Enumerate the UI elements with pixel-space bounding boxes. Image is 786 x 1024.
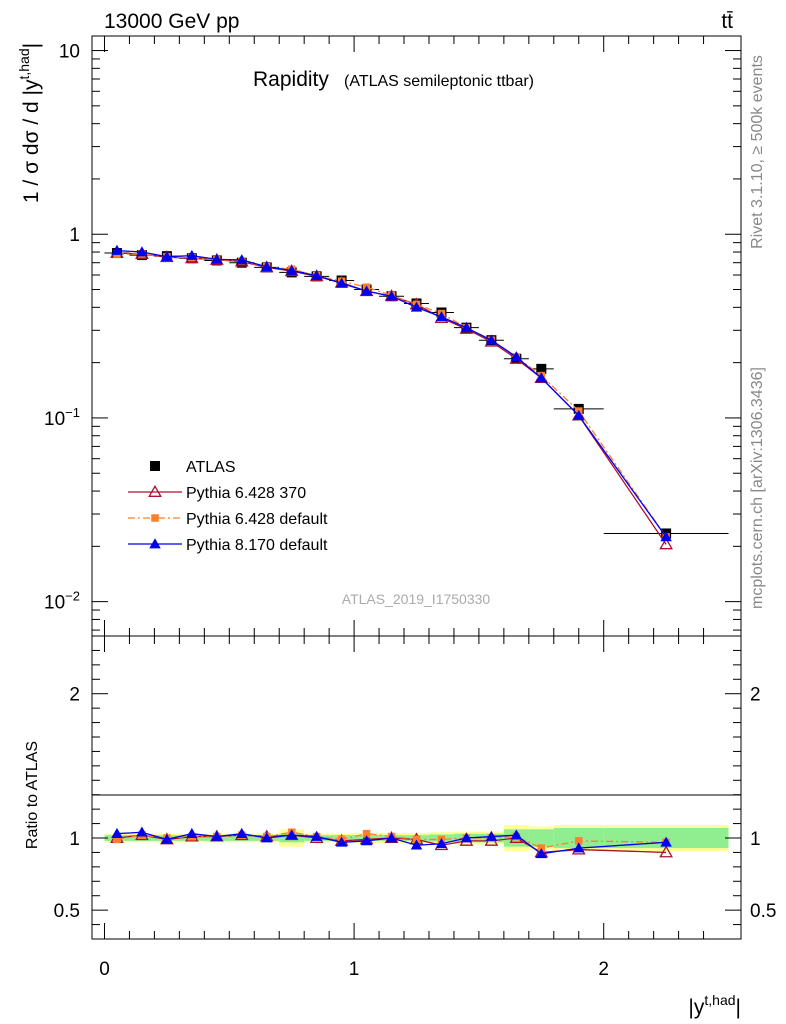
data-point — [136, 246, 148, 257]
ratio-frame — [91, 635, 742, 940]
legend-label: Pythia 6.428 370 — [186, 485, 306, 502]
main-y-tick-label: 10−2 — [44, 589, 80, 614]
rivet-label: Rivet 3.1.10, ≥ 500k events — [749, 55, 766, 249]
data-point — [161, 250, 173, 261]
series-line — [116, 249, 667, 538]
ratio-data-point — [510, 829, 523, 840]
ratio-y-tick-label: 0.5 — [54, 901, 80, 922]
inner-uncertainty-band — [528, 829, 554, 847]
x-tick-label: 0 — [99, 959, 110, 980]
ratio-y-tick-label-right: 1 — [750, 829, 761, 850]
ratio-data-point — [362, 829, 371, 838]
x-tick-label: 1 — [349, 959, 360, 980]
ratio-data-point — [360, 835, 373, 846]
watermark: ATLAS_2019_I1750330 — [342, 591, 491, 607]
ratio-data-point — [537, 844, 546, 852]
data-point — [260, 261, 273, 272]
ratio-y-tick-label: 1 — [69, 829, 80, 850]
ratio-data-point — [385, 832, 398, 843]
legend-marker — [150, 461, 160, 471]
main-y-tick-label: 10−1 — [44, 405, 80, 430]
data-point — [573, 409, 585, 420]
ratio-data-point — [435, 838, 448, 849]
data-point — [536, 363, 547, 374]
main-data — [104, 244, 729, 550]
ratio-data-point — [111, 827, 123, 838]
series-pythia-8-170-default — [111, 244, 672, 542]
legend-label: ATLAS — [186, 459, 236, 476]
ratio-y-tick-label-right: 0.5 — [750, 901, 776, 922]
data-point — [385, 290, 398, 301]
data-point — [659, 537, 673, 550]
ratio-data — [110, 826, 673, 859]
main-subtitle: (ATLAS semileptonic ttbar) — [344, 73, 534, 90]
legend-label: Pythia 8.170 default — [186, 537, 328, 554]
legend-label: Pythia 6.428 default — [186, 511, 328, 528]
main-title: Rapidity — [253, 68, 329, 91]
ratio-data-point — [412, 835, 421, 844]
legend-marker — [149, 538, 161, 549]
ratio-data-point — [575, 837, 583, 845]
data-point — [360, 285, 373, 296]
ratio-series-line — [116, 831, 667, 855]
data-point — [335, 277, 348, 288]
ratio-y-axis-label: Ratio to ATLAS — [24, 741, 41, 849]
ratio-data-point — [535, 848, 548, 859]
ratio-data-point — [236, 827, 248, 838]
ratio-data-point — [211, 830, 223, 841]
header-left: 13000 GeV pp — [104, 10, 239, 33]
ratio-y-tick-label-right: 2 — [750, 685, 761, 706]
data-point — [285, 264, 298, 275]
ratio-data-point — [335, 836, 348, 847]
data-point — [460, 321, 473, 332]
x-axis-label: |yt,had| — [688, 992, 741, 1019]
ratio-data-point — [573, 842, 585, 853]
data-point — [111, 244, 123, 255]
legend-marker — [151, 514, 159, 522]
ratio-data-point — [485, 830, 498, 841]
data-point — [510, 351, 523, 362]
ratio-data-point — [260, 832, 273, 843]
header-right: tt̄ — [721, 10, 733, 33]
ratio-data-point — [186, 827, 198, 838]
main-panel: 10−2 10−1 1 10 Rapidity (ATLAS semileptonic… — [16, 35, 742, 637]
ratio-data-point — [113, 835, 121, 844]
data-point — [410, 301, 423, 312]
data-point — [186, 249, 198, 260]
ratio-ticks: 0.5 0.5 1 1 2 2 0 1 2 — [54, 636, 776, 980]
main-y-tick-label: 1 — [69, 225, 80, 246]
data-point — [485, 334, 498, 345]
legend-marker — [148, 484, 162, 497]
mcplots-label: mcplots.cern.ch [arXiv:1306.3436] — [749, 367, 766, 609]
data-point — [660, 531, 672, 542]
data-point — [535, 372, 548, 383]
ratio-data-point — [285, 829, 298, 840]
ratio-data-point — [659, 845, 673, 858]
ratio-data-point — [660, 836, 672, 847]
ratio-data-point — [310, 830, 323, 841]
main-y-tick-label: 10 — [59, 42, 80, 63]
ratio-panel: 0.5 0.5 1 1 2 2 0 1 2 Ratio to ATLAS |yt,had| — [24, 635, 776, 1019]
ratio-y-tick-label: 2 — [69, 685, 80, 706]
ratio-data-point — [410, 839, 423, 850]
legend: ATLAS Pythia 6.428 370 Pythia 6.428 defaul… — [128, 459, 328, 554]
ratio-data-point — [136, 826, 148, 837]
ratio-data-point — [460, 832, 473, 843]
main-y-axis-label: 1 / σ dσ / d |yt,had| — [16, 43, 43, 203]
data-point — [236, 254, 248, 265]
x-tick-label: 2 — [598, 959, 609, 980]
ratio-series-pythia-8-170-default — [111, 826, 672, 859]
ratio-data-point — [161, 833, 173, 844]
data-point — [211, 253, 223, 264]
main-ticks: 10−2 10−1 1 10 — [44, 36, 741, 636]
data-point — [310, 269, 323, 280]
data-point — [435, 311, 448, 322]
